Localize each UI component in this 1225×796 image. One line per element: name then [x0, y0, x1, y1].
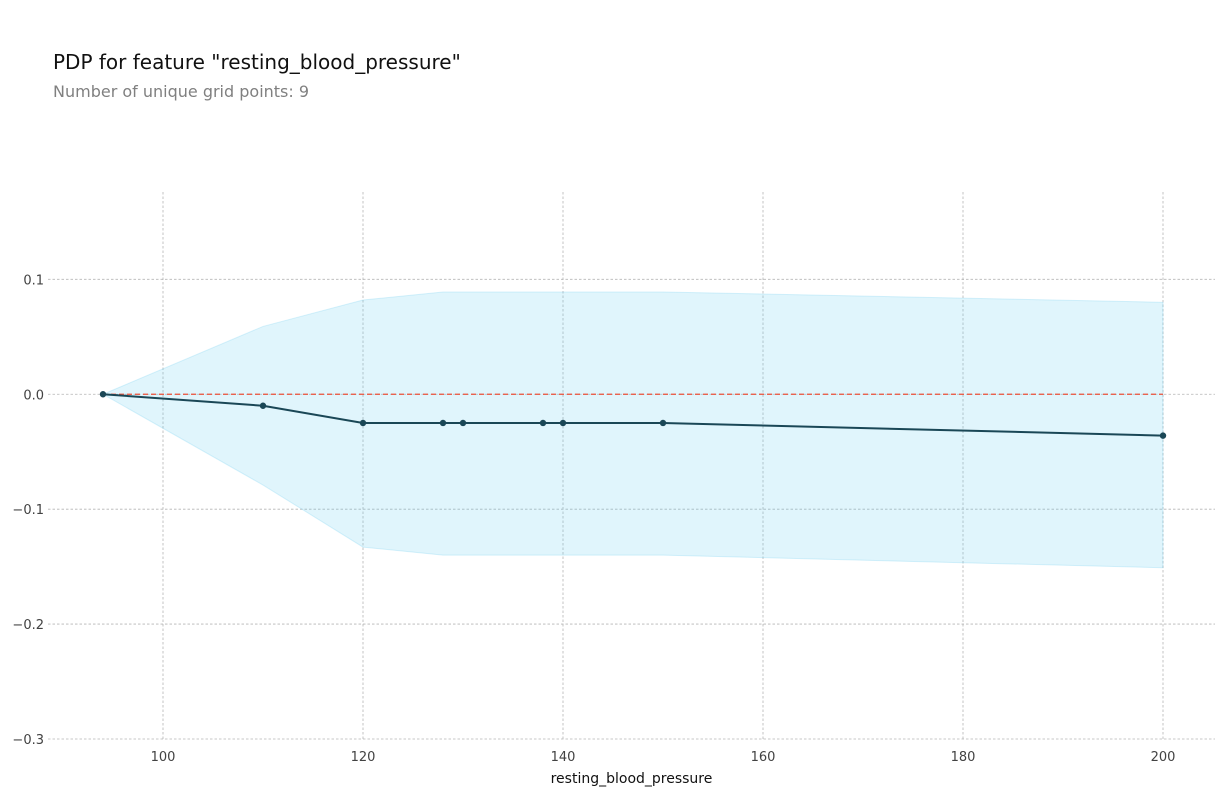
confidence-band-area	[101, 291, 1164, 569]
x-axis-ticks: 100 120 140 160 180 200	[151, 750, 1176, 765]
y-axis-ticks: 0.1 0.0 −0.1 −0.2 −0.3	[12, 273, 44, 748]
pdp-point	[559, 419, 567, 427]
x-tick-label: 100	[151, 750, 176, 765]
y-tick-label: −0.1	[12, 503, 44, 518]
y-tick-label: −0.2	[12, 618, 44, 633]
pdp-point	[359, 419, 367, 427]
pdp-point	[99, 391, 107, 398]
y-tick-label: 0.0	[23, 388, 44, 403]
x-tick-label: 200	[1151, 750, 1176, 765]
y-tick-label: 0.1	[23, 273, 44, 288]
chart-subtitle: Number of unique grid points: 9	[53, 82, 310, 101]
confidence-band	[101, 291, 1164, 569]
pdp-point	[659, 419, 667, 427]
y-tick-label: −0.3	[12, 733, 44, 748]
x-tick-label: 140	[551, 750, 576, 765]
pdp-point	[439, 419, 447, 427]
pdp-point	[1159, 432, 1167, 439]
x-axis-title: resting_blood_pressure	[551, 771, 713, 787]
x-tick-label: 180	[951, 750, 976, 765]
pdp-point	[539, 419, 547, 427]
pdp-point	[259, 402, 267, 409]
grid	[48, 192, 1215, 740]
pdp-point	[459, 419, 467, 427]
pdp-points	[99, 391, 1167, 439]
chart-title: PDP for feature "resting_blood_pressure"	[53, 50, 461, 74]
x-tick-label: 120	[351, 750, 376, 765]
x-tick-label: 160	[751, 750, 776, 765]
